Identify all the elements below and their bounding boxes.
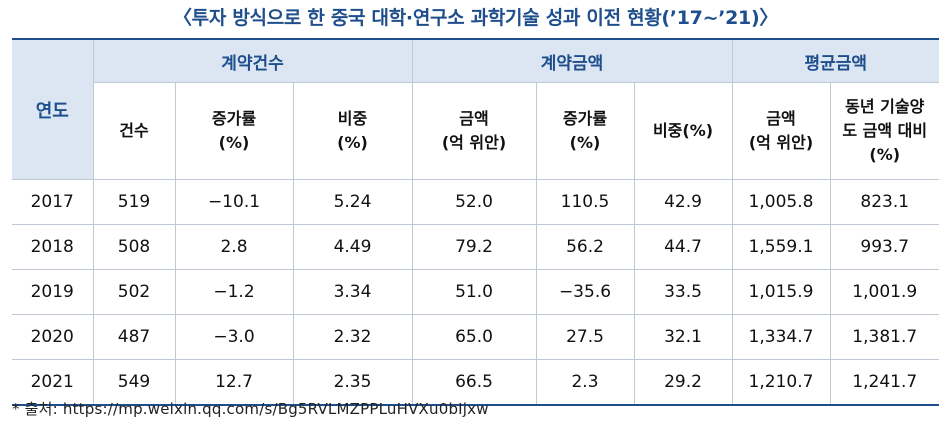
table-row: 2018 508 2.8 4.49 79.2 56.2 44.7 1,559.1… xyxy=(12,224,939,270)
header-year: 연도 xyxy=(12,38,94,180)
cell: 549 xyxy=(92,359,176,406)
cell: 32.1 xyxy=(633,314,733,360)
table-row: 2019 502 −1.2 3.34 51.0 −35.6 33.5 1,015… xyxy=(12,269,939,315)
subheader-count-growth: 증가률 (%) xyxy=(174,82,294,180)
subheader-amount-growth: 증가률 (%) xyxy=(535,82,635,180)
data-table: 연도 계약건수 계약금액 평균금액 건수 증가률 (%) 비중 (%) 금액 (… xyxy=(12,38,939,406)
cell: −10.1 xyxy=(174,179,294,225)
cell: 44.7 xyxy=(633,224,733,270)
subheader-average-amount: 금액 (억 위안) xyxy=(731,82,831,180)
cell: 79.2 xyxy=(411,224,537,270)
cell: 110.5 xyxy=(535,179,635,225)
cell: 508 xyxy=(92,224,176,270)
cell: 1,559.1 xyxy=(731,224,831,270)
cell: 65.0 xyxy=(411,314,537,360)
cell-year: 2017 xyxy=(12,179,94,225)
cell: −35.6 xyxy=(535,269,635,315)
cell-year: 2018 xyxy=(12,224,94,270)
cell: 5.24 xyxy=(292,179,413,225)
cell: 2.8 xyxy=(174,224,294,270)
cell: 993.7 xyxy=(829,224,939,270)
cell: 1,210.7 xyxy=(731,359,831,406)
cell: 29.2 xyxy=(633,359,733,406)
cell: 2.32 xyxy=(292,314,413,360)
header-group-contract-count: 계약건수 xyxy=(92,38,413,83)
cell: 487 xyxy=(92,314,176,360)
cell: 52.0 xyxy=(411,179,537,225)
cell: 4.49 xyxy=(292,224,413,270)
subheader-amount: 금액 (억 위안) xyxy=(411,82,537,180)
subheader-count-share: 비중 (%) xyxy=(292,82,413,180)
subheader-amount-share: 비중(%) xyxy=(633,82,733,180)
table-row: 2020 487 −3.0 2.32 65.0 27.5 32.1 1,334.… xyxy=(12,314,939,360)
cell-year: 2020 xyxy=(12,314,94,360)
cell: 1,334.7 xyxy=(731,314,831,360)
cell: 33.5 xyxy=(633,269,733,315)
subheader-count: 건수 xyxy=(93,82,176,180)
cell: 27.5 xyxy=(535,314,635,360)
cell: 1,005.8 xyxy=(731,179,831,225)
cell: 2.3 xyxy=(535,359,635,406)
cell: 502 xyxy=(92,269,176,315)
cell: −1.2 xyxy=(174,269,294,315)
cell: 2.35 xyxy=(292,359,413,406)
cell: 519 xyxy=(92,179,176,225)
table-title: 〈투자 방식으로 한 중국 대학·연구소 과학기술 성과 이전 현황(’17~’… xyxy=(172,7,779,29)
cell: −3.0 xyxy=(174,314,294,360)
table-row: 2017 519 −10.1 5.24 52.0 110.5 42.9 1,00… xyxy=(12,179,939,225)
header-group-average-amount: 평균금액 xyxy=(731,38,939,83)
cell: 1,015.9 xyxy=(731,269,831,315)
cell-year: 2021 xyxy=(12,359,94,406)
cell: 823.1 xyxy=(829,179,939,225)
cell: 12.7 xyxy=(174,359,294,406)
subheader-average-ratio: 동년 기술양 도 금액 대비 (%) xyxy=(829,82,939,180)
cell: 42.9 xyxy=(633,179,733,225)
header-group-contract-amount: 계약금액 xyxy=(411,38,733,83)
cell: 56.2 xyxy=(535,224,635,270)
cell: 1,001.9 xyxy=(829,269,939,315)
cell: 51.0 xyxy=(411,269,537,315)
cell: 1,381.7 xyxy=(829,314,939,360)
table-row: 2021 549 12.7 2.35 66.5 2.3 29.2 1,210.7… xyxy=(12,359,939,406)
cell: 66.5 xyxy=(411,359,537,406)
cell-year: 2019 xyxy=(12,269,94,315)
cell: 1,241.7 xyxy=(829,359,939,406)
source-note: * 출처: https://mp.weixin.qq.com/s/Bg5RVLM… xyxy=(12,400,489,418)
cell: 3.34 xyxy=(292,269,413,315)
